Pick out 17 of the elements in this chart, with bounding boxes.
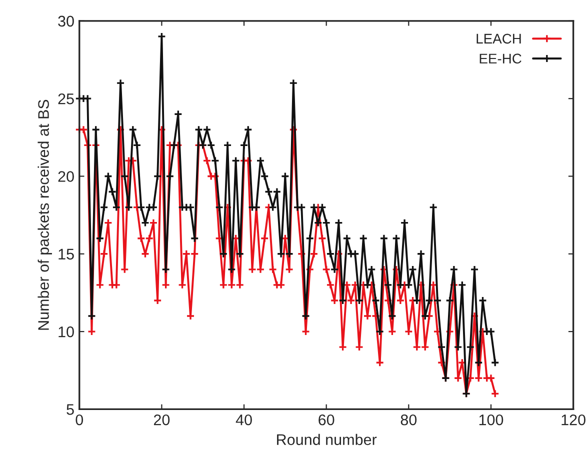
x-tick-label: 100 [479, 414, 504, 426]
y-tick-label: 5 [66, 404, 74, 415]
x-tick-label: 40 [236, 414, 252, 426]
legend-label: LEACH [476, 34, 521, 44]
y-tick-label: 30 [58, 16, 74, 27]
y-tick-label: 25 [58, 93, 74, 104]
y-tick-label: 15 [58, 248, 74, 260]
x-tick-label: 80 [400, 414, 417, 426]
y-tick-label: 10 [58, 326, 74, 338]
y-axis-title: Number of packets received at BS [38, 100, 52, 330]
x-axis-title: Round number [277, 434, 377, 446]
x-tick-label: 20 [154, 414, 170, 426]
x-tick-label: 60 [318, 414, 334, 426]
y-tick-label: 20 [58, 171, 74, 182]
legend-label: EE-HC [480, 54, 522, 64]
x-tick-label: 0 [76, 414, 84, 426]
x-tick-label: 120 [562, 414, 586, 426]
